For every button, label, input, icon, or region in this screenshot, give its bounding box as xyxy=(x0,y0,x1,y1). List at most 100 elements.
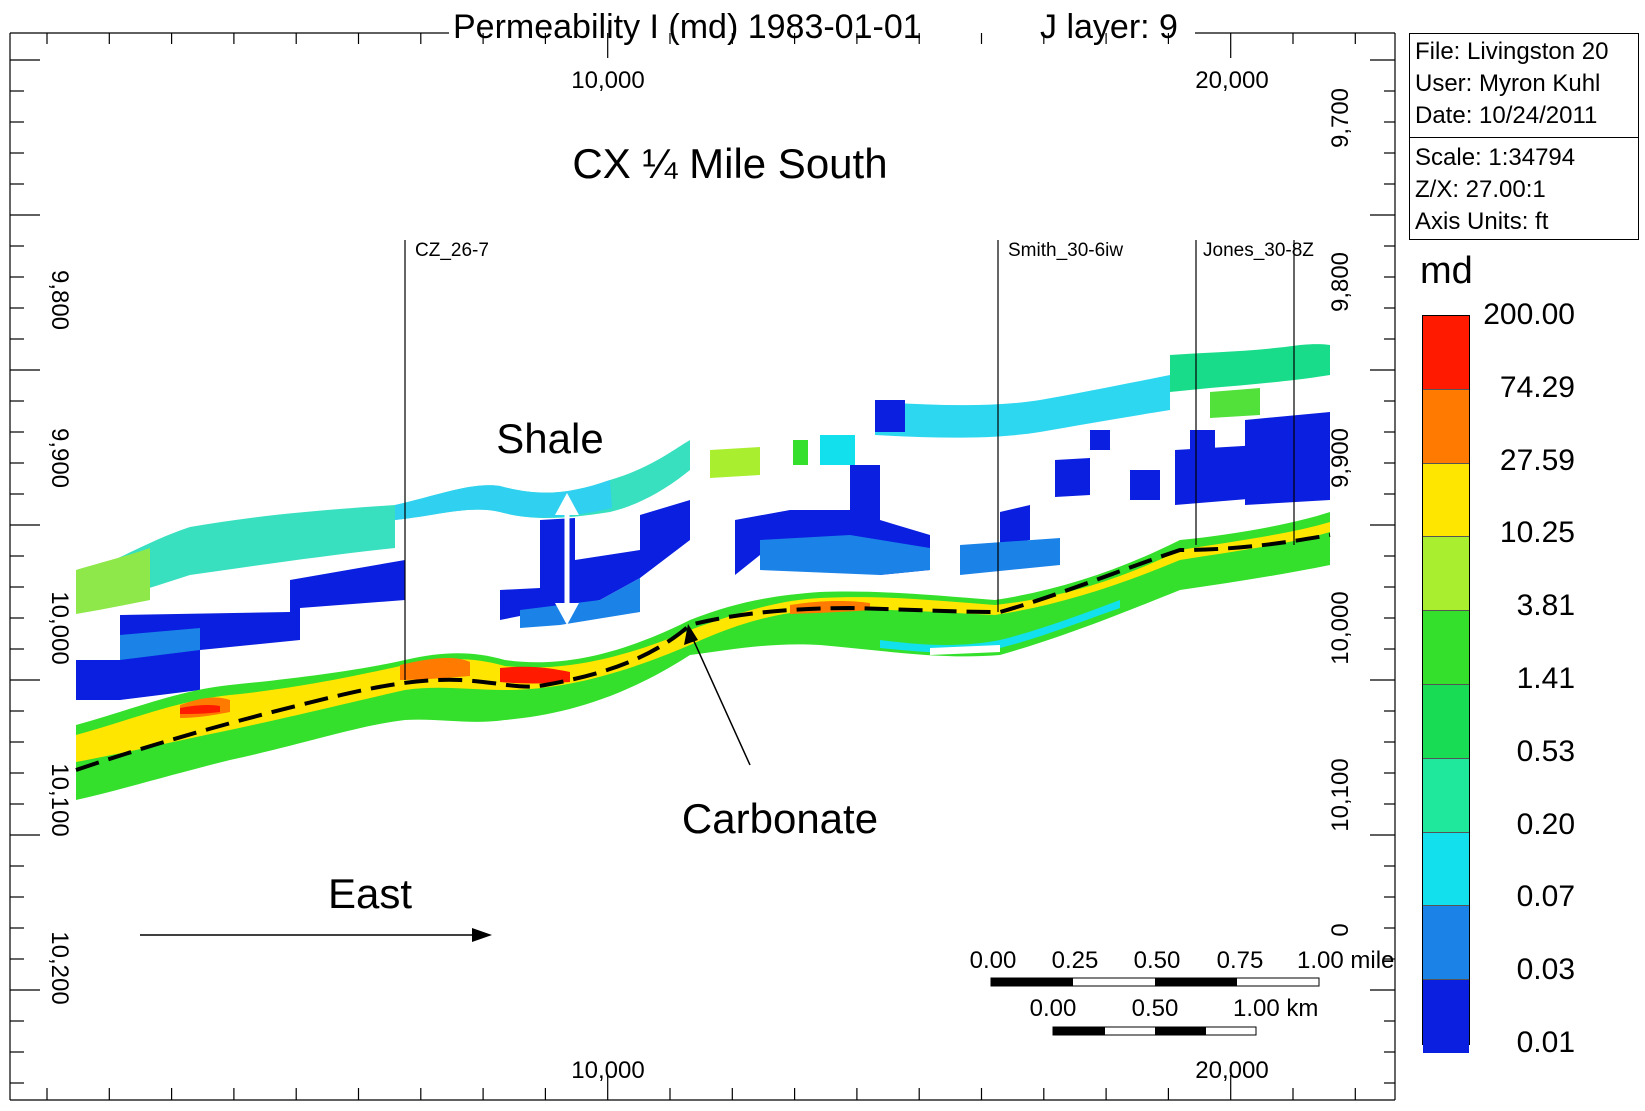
legend-value: 0.07 xyxy=(1516,880,1575,914)
right-tick-9800: 9,800 xyxy=(1327,252,1354,312)
legend-value: 200.00 xyxy=(1483,298,1575,331)
carbonate-pointer-line xyxy=(687,627,751,766)
mile-label-4: 1.00 mile xyxy=(1297,947,1394,974)
right-tick-0: 0 xyxy=(1327,923,1354,936)
legend-swatch xyxy=(1423,462,1469,537)
right-tick-10000: 10,000 xyxy=(1327,591,1354,664)
scale-ratio: Scale: 1:34794 xyxy=(1415,144,1576,171)
x-tick-top-10000: 10,000 xyxy=(571,67,644,94)
left-tick-9900: 9,900 xyxy=(46,428,73,488)
legend-swatch xyxy=(1423,316,1469,389)
legend-swatch xyxy=(1423,831,1469,906)
carbonate-layers xyxy=(75,512,1331,800)
well-label-smith: Smith_30-6iw xyxy=(1008,240,1123,261)
axis-ticks xyxy=(10,33,1395,1100)
km-label-1: 0.50 xyxy=(1132,995,1179,1022)
shale-blue-block-7 xyxy=(875,400,905,432)
east-label: East xyxy=(328,870,412,917)
legend-value: 0.20 xyxy=(1516,807,1575,841)
axis-units: Axis Units: ft xyxy=(1415,208,1549,235)
legend-value: 0.01 xyxy=(1516,1026,1575,1059)
shale-top-green2-east xyxy=(1210,388,1260,418)
carbonate-red-patch-2 xyxy=(180,704,220,714)
legend-swatch xyxy=(1423,905,1469,980)
right-tick-9700: 9,700 xyxy=(1327,88,1354,148)
section-label: CX ¼ Mile South xyxy=(572,140,887,187)
shale-blue-block-11 xyxy=(1245,412,1330,505)
mile-label-0: 0.00 xyxy=(970,947,1017,974)
shale-blue-block-9 xyxy=(960,538,1060,575)
km-label-0: 0.00 xyxy=(1030,995,1077,1022)
scale-info-group: Scale: 1:34794 Z/X: 27.00:1 Axis Units: … xyxy=(1410,138,1638,238)
east-arrow-head xyxy=(472,928,492,942)
wells xyxy=(404,240,1295,680)
scale-bar: 0.00 0.25 0.50 0.75 1.00 mile 0.00 0.50 … xyxy=(970,947,1394,1036)
shale-green-band-west xyxy=(76,548,150,614)
left-tick-10000: 10,000 xyxy=(46,591,73,664)
mile-label-2: 0.50 xyxy=(1134,947,1181,974)
file-info-box: File: Livingston 20 User: Myron Kuhl Dat… xyxy=(1409,33,1639,240)
left-tick-10200: 10,200 xyxy=(46,931,73,1004)
shale-lightblue-band xyxy=(395,480,612,520)
carbonate-base-green xyxy=(76,512,1330,800)
legend-value: 3.81 xyxy=(1516,589,1575,623)
legend-swatch xyxy=(1423,757,1469,832)
carbonate-orange-patch-2 xyxy=(400,658,470,680)
x-tick-top-20000: 20,000 xyxy=(1195,67,1268,94)
carbonate-cyan-streak xyxy=(880,600,1120,653)
file-info-group: File: Livingston 20 User: Myron Kuhl Dat… xyxy=(1410,34,1638,138)
mile-label-3: 0.75 xyxy=(1217,947,1264,974)
shale-blue-block-10 xyxy=(1055,445,1260,505)
legend-value: 0.53 xyxy=(1516,734,1575,768)
legend-value: 10.25 xyxy=(1499,516,1575,550)
shale-cyan-patch-mid xyxy=(820,435,855,465)
shale-blue-block-2 xyxy=(120,628,200,660)
carbonate-label: Carbonate xyxy=(682,795,878,842)
legend-color-bar xyxy=(1422,315,1470,1053)
shale-blue-block-8 xyxy=(1000,505,1030,545)
carbonate-marker-dashes xyxy=(75,533,1331,772)
shale-blue-block-3 xyxy=(500,500,690,620)
legend-value: 27.59 xyxy=(1499,443,1575,477)
carbonate-red-patch-1 xyxy=(500,666,570,684)
shale-blue-block-4 xyxy=(520,578,640,628)
shale-blue-block-12 xyxy=(1090,430,1215,450)
legend-swatch xyxy=(1423,683,1469,758)
plot-title: Permeability I (md) 1983-01-01 J layer: … xyxy=(453,8,1178,46)
shale-green-patch-mid xyxy=(710,447,760,478)
x-tick-bottom-20000: 20,000 xyxy=(1195,1057,1268,1084)
title-property: Permeability I (md) 1983-01-01 xyxy=(453,8,922,46)
x-tick-bottom-10000: 10,000 xyxy=(571,1057,644,1084)
left-tick-9800: 9,800 xyxy=(46,270,73,330)
zx-ratio: Z/X: 27.00:1 xyxy=(1415,176,1546,203)
well-label-cz: CZ_26-7 xyxy=(415,240,489,261)
legend-swatch xyxy=(1423,979,1469,1053)
shale-top-green-east xyxy=(1170,344,1330,392)
shale-top-cyan-east xyxy=(875,375,1170,438)
legend-unit: md xyxy=(1420,250,1473,292)
km-label-2: 1.00 km xyxy=(1233,995,1318,1022)
legend-swatch xyxy=(1423,610,1469,684)
file-date: Date: 10/24/2011 xyxy=(1415,102,1598,129)
shale-blue-block-1 xyxy=(76,560,405,700)
right-tick-10100: 10,100 xyxy=(1327,758,1354,831)
legend-value: 74.29 xyxy=(1499,370,1575,404)
file-name: File: Livingston 20 xyxy=(1415,38,1609,65)
shale-blue-block-6 xyxy=(760,535,930,575)
right-tick-9900: 9,900 xyxy=(1327,428,1354,488)
shale-layers xyxy=(76,344,1330,700)
legend-swatch xyxy=(1423,388,1469,463)
shale-cyan-band-west xyxy=(76,440,690,612)
shale-thickness-arrow xyxy=(555,493,579,625)
carbonate-pointer-head xyxy=(684,624,698,645)
shale-green-patch-mid2 xyxy=(793,440,808,465)
left-tick-10100: 10,100 xyxy=(46,763,73,836)
legend-value: 1.41 xyxy=(1516,662,1575,695)
plot-frame xyxy=(9,32,1396,1101)
title-layer: J layer: 9 xyxy=(1040,8,1178,46)
legend-value: 0.03 xyxy=(1516,953,1575,987)
carbonate-white-streak xyxy=(930,645,1000,655)
user-name: User: Myron Kuhl xyxy=(1415,70,1601,97)
well-label-jones: Jones_30-8Z xyxy=(1203,240,1314,261)
